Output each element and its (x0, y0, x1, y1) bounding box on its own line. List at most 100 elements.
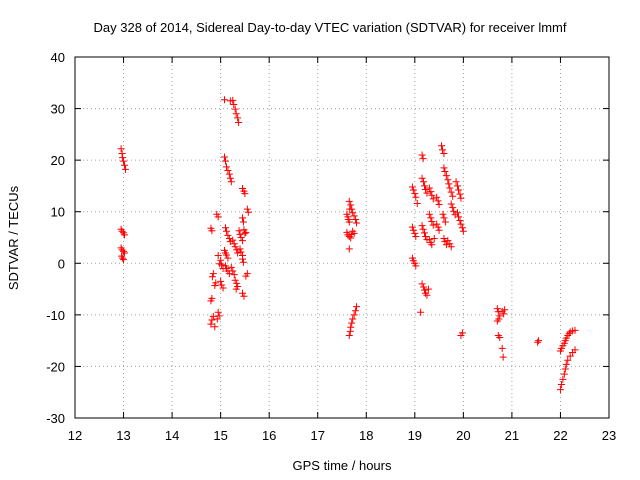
y-tick-label: -20 (46, 359, 65, 374)
data-point (412, 232, 420, 240)
data-point (216, 260, 224, 268)
data-point (496, 334, 504, 342)
data-point (493, 305, 501, 313)
data-point (419, 155, 427, 163)
data-point (212, 279, 220, 287)
data-point (345, 197, 353, 205)
data-point (222, 251, 230, 259)
data-point (243, 270, 251, 278)
data-point (239, 258, 247, 266)
data-point (349, 315, 357, 323)
data-point (493, 317, 501, 325)
data-point (456, 216, 464, 224)
data-point (121, 165, 129, 173)
data-point (231, 276, 239, 284)
data-points (117, 96, 579, 394)
data-point (419, 225, 427, 233)
data-point (435, 200, 443, 208)
y-axis-label: SDTVAR / TECUs (6, 185, 21, 290)
data-point (350, 311, 358, 319)
data-point (233, 246, 241, 254)
data-point (221, 224, 229, 232)
data-point (230, 100, 238, 108)
data-point (560, 370, 568, 378)
data-point (345, 218, 353, 226)
data-point (232, 110, 240, 118)
data-point (571, 326, 579, 334)
data-point (418, 174, 426, 182)
data-point (243, 205, 251, 213)
data-point (350, 229, 358, 237)
data-point (121, 161, 129, 169)
data-point (352, 215, 360, 223)
y-tick-label: 30 (51, 102, 65, 117)
data-point (225, 235, 233, 243)
data-point (348, 319, 356, 327)
data-point (423, 291, 431, 299)
data-point (117, 145, 125, 153)
data-point (242, 228, 250, 236)
data-point (347, 234, 355, 242)
data-point (421, 286, 429, 294)
data-point (238, 289, 246, 297)
x-tick-label: 19 (408, 428, 422, 443)
data-point (240, 292, 248, 300)
x-tick-label: 13 (116, 428, 130, 443)
data-point (412, 193, 420, 201)
data-point (449, 204, 457, 212)
data-point (534, 338, 542, 346)
data-point (444, 176, 452, 184)
y-tick-label: -30 (46, 411, 65, 426)
data-point (425, 210, 433, 218)
data-point (227, 178, 235, 186)
y-tick-label: 20 (51, 153, 65, 168)
x-axis-label: GPS time / hours (293, 458, 392, 473)
data-point (440, 149, 448, 157)
data-point (456, 190, 464, 198)
data-point (349, 209, 357, 217)
data-point (441, 167, 449, 175)
data-point (458, 224, 466, 232)
data-point (119, 154, 127, 162)
data-point (557, 380, 565, 388)
x-tick-label: 15 (213, 428, 227, 443)
data-point (209, 270, 217, 278)
data-point (447, 243, 455, 251)
data-point (498, 344, 506, 352)
data-point (425, 184, 433, 192)
data-point (209, 312, 217, 320)
x-tick-label: 14 (165, 428, 179, 443)
y-tick-label: -10 (46, 308, 65, 323)
y-tick-label: 10 (51, 205, 65, 220)
data-point (418, 222, 426, 230)
data-point (440, 235, 448, 243)
data-point (120, 157, 128, 165)
data-point (411, 190, 419, 198)
data-point (447, 200, 455, 208)
data-point (409, 186, 417, 194)
data-point (213, 315, 221, 323)
data-point (121, 231, 129, 239)
data-point (445, 180, 453, 188)
data-point (428, 218, 436, 226)
data-point (215, 312, 223, 320)
data-point (231, 105, 239, 113)
data-point (226, 174, 234, 182)
data-point (229, 267, 237, 275)
data-point (119, 254, 127, 262)
data-point (219, 284, 227, 292)
data-point (208, 227, 216, 235)
x-tick-label: 12 (68, 428, 82, 443)
data-point (224, 231, 232, 239)
data-point (421, 229, 429, 237)
data-point (428, 241, 436, 249)
data-point (120, 256, 128, 264)
data-point (454, 209, 462, 217)
data-point (562, 360, 570, 368)
data-point (409, 226, 417, 234)
data-point (207, 297, 215, 305)
y-tick-labels: -30 -20 -10 0 10 20 30 40 (46, 50, 65, 426)
data-point (239, 218, 247, 226)
data-point (345, 245, 353, 253)
x-tick-label: 16 (262, 428, 276, 443)
